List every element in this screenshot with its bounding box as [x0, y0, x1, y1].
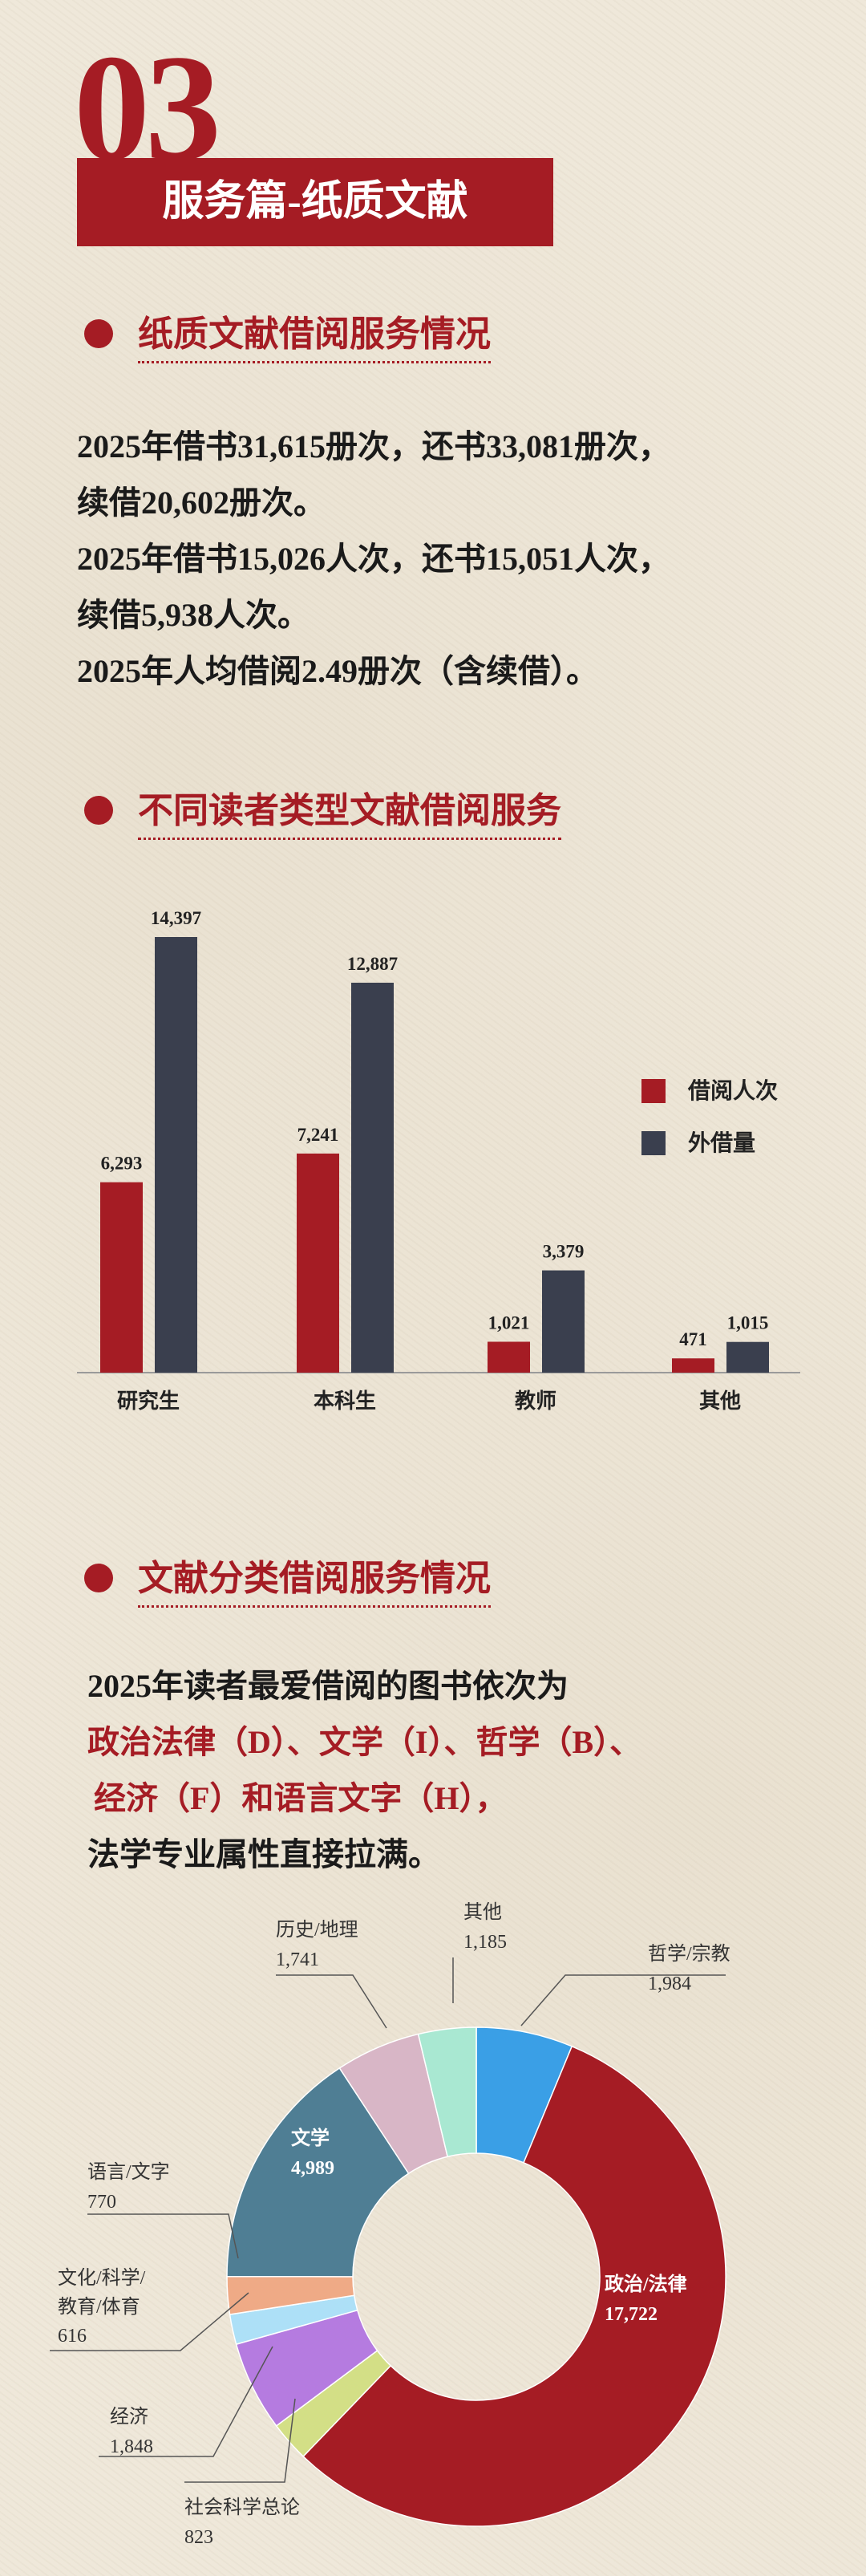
- slice-name: 政治/法律: [605, 2274, 687, 2295]
- heading-text: 文献分类借阅服务情况: [138, 1549, 491, 1608]
- heading-text: 不同读者类型文献借阅服务: [138, 781, 561, 840]
- slice-value: 17,722: [605, 2304, 658, 2325]
- leader-line: [50, 2292, 249, 2351]
- heading: 文献分类借阅服务情况: [84, 1554, 491, 1608]
- slice-name: 哲学/宗教: [648, 1944, 730, 1965]
- slice-label: 文学 4,989: [291, 2124, 334, 2184]
- heading: 纸质文献借阅服务情况: [84, 310, 491, 363]
- bar: [672, 1358, 714, 1373]
- leader-line: [184, 2398, 296, 2483]
- slice-value: 616: [58, 2326, 87, 2347]
- leader-line: [276, 1974, 387, 2029]
- data-label: 1,021: [488, 1312, 530, 1333]
- text-line: 续借20,602册次。: [77, 485, 326, 521]
- data-label: 3,379: [543, 1242, 585, 1262]
- bullet: [84, 796, 113, 825]
- text-line: 2025年读者最爱借阅的图书依次为: [87, 1668, 569, 1704]
- leader-line: [87, 2213, 239, 2259]
- leader-line: [520, 1974, 726, 2026]
- bar: [488, 1341, 530, 1373]
- pie-slice: [226, 2067, 410, 2278]
- bar: [542, 1270, 585, 1373]
- slice-value: 1,848: [110, 2436, 153, 2457]
- x-tick-label: 本科生: [314, 1389, 376, 1413]
- data-label: 14,397: [151, 908, 201, 928]
- bar: [155, 937, 197, 1373]
- slice-value: 4,989: [291, 2158, 334, 2179]
- heading: 不同读者类型文献借阅服务: [84, 786, 561, 840]
- text-line: 经济（F）和语言文字（H），: [94, 1780, 508, 1816]
- legend-label: 借阅人次: [687, 1078, 778, 1104]
- slice-label: 社会科学总论 823: [184, 2493, 300, 2553]
- slice-label: 政治/法律 17,722: [605, 2270, 687, 2330]
- text-line: 2025年人均借阅2.49册次（含续借）。: [77, 653, 598, 689]
- data-label: 6,293: [101, 1154, 143, 1174]
- text-line: 法学专业属性直接拉满。: [87, 1836, 440, 1872]
- slice-value: 1,741: [276, 1949, 319, 1970]
- bar: [351, 982, 394, 1373]
- legend-label: 外借量: [688, 1130, 755, 1156]
- bullet: [84, 319, 113, 348]
- slice-name: 其他: [463, 1902, 502, 1923]
- slice-name: 文学: [291, 2128, 330, 2149]
- text-line: 续借5,938人次。: [77, 597, 310, 633]
- pie-slice: [417, 2026, 477, 2158]
- slice-value: 1,984: [648, 1974, 691, 1994]
- slice-label: 历史/地理 1,741: [276, 1916, 358, 1975]
- heading-text: 纸质文献借阅服务情况: [138, 305, 491, 363]
- text-line: 2025年借书31,615册次，还书33,081册次，: [77, 428, 670, 464]
- legend-swatch: [641, 1079, 666, 1103]
- data-label: 7,241: [297, 1125, 339, 1145]
- slice-value: 770: [87, 2192, 116, 2213]
- data-label: 471: [679, 1329, 707, 1349]
- slice-label: 其他 1,185: [463, 1898, 507, 1957]
- bar: [297, 1153, 339, 1373]
- slice-value: 1,185: [463, 1932, 507, 1953]
- leader-line: [99, 2346, 273, 2457]
- bar: [100, 1182, 143, 1373]
- legend-swatch: [641, 1131, 666, 1155]
- data-label: 12,887: [347, 954, 398, 974]
- slice-label: 语言/文字 770: [87, 2158, 170, 2217]
- slice-name: 经济: [110, 2407, 148, 2428]
- slice-label: 文化/科学/教育/体育 616: [58, 2264, 152, 2351]
- slice-name: 语言/文字: [87, 2162, 170, 2183]
- section-banner: 服务篇-纸质文献: [77, 158, 553, 246]
- pie-slice: [302, 2045, 726, 2527]
- bullet: [84, 1564, 113, 1592]
- text-line: 政治法律（D）、文学（I）、哲学（B）、: [87, 1724, 642, 1760]
- slice-label: 经济 1,848: [110, 2403, 153, 2462]
- x-tick-label: 研究生: [117, 1389, 180, 1413]
- slice-label: 哲学/宗教 1,984: [648, 1940, 730, 1999]
- slice-name: 历史/地理: [276, 1920, 358, 1941]
- paragraph: 2025年借书31,615册次，还书33,081册次， 续借20,602册次。 …: [77, 419, 670, 700]
- data-label: 1,015: [727, 1313, 769, 1333]
- x-tick-label: 教师: [515, 1389, 556, 1413]
- x-tick-label: 其他: [699, 1389, 741, 1413]
- paragraph: 2025年读者最爱借阅的图书依次为 政治法律（D）、文学（I）、哲学（B）、 经…: [87, 1658, 641, 1883]
- text-line: 2025年借书15,026人次，还书15,051人次，: [77, 541, 670, 577]
- slice-name: 文化/科学/教育/体育: [58, 2268, 146, 2318]
- slice-value: 823: [184, 2527, 213, 2548]
- slice-name: 社会科学总论: [184, 2497, 300, 2518]
- bar: [726, 1341, 769, 1373]
